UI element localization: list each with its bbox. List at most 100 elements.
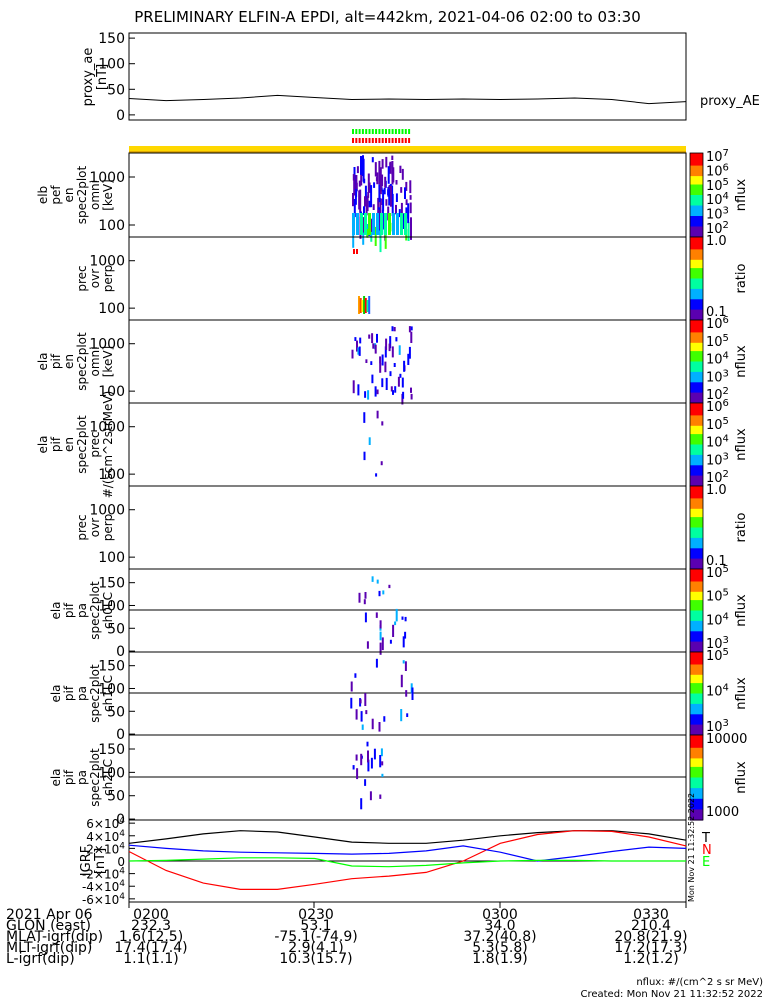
colorbar-tick-label: 103 (706, 451, 729, 468)
y-tick-label: 100 (98, 467, 125, 483)
y-tick-label: 50 (107, 789, 125, 805)
y-axis-label: pa (75, 603, 89, 618)
ephemeris-row-label: GLON (east) (6, 918, 91, 934)
colorbar-cell (690, 807, 703, 810)
colorbar-cell (690, 743, 703, 747)
colorbar-cell (690, 253, 703, 257)
spectrogram-pixel (371, 576, 374, 582)
flag-green (361, 129, 364, 134)
spectrogram-pixel (361, 300, 364, 312)
colorbar-cell (690, 367, 703, 371)
colorbar-cell (690, 203, 703, 207)
spectrogram-pixel (377, 197, 380, 216)
spectrogram-pixel (374, 162, 377, 177)
spectrogram-pixel (379, 230, 382, 253)
y-tick-label: 50 (107, 621, 125, 637)
colorbar-cell (690, 421, 703, 425)
spectrogram-pixel (395, 337, 398, 342)
igrf-panel (128, 819, 687, 903)
colorbar-cell (690, 639, 703, 643)
spectrogram-pixel (356, 166, 359, 174)
spectrogram-pixel (395, 180, 398, 185)
colorbar-tick-label: 10000 (706, 732, 747, 747)
ephemeris-cell: 53.1 (300, 918, 332, 934)
colorbar-frame (689, 734, 704, 821)
colorbar-cell (690, 781, 703, 785)
y-tick-label: 100 (98, 57, 125, 73)
colorbar-cell (690, 679, 703, 682)
colorbar-cell (690, 537, 703, 541)
spectrogram-pixel (371, 374, 374, 384)
flag-red (381, 138, 384, 143)
colorbar-cell (690, 241, 703, 244)
spectrogram-pixel (370, 218, 373, 232)
colorbar-cell (690, 178, 703, 181)
flag-green (401, 129, 404, 134)
colorbar-cell (690, 351, 703, 354)
colorbar-tick-label: 106 (706, 398, 729, 415)
colorbar-cell (690, 438, 703, 441)
colorbar-cell (690, 773, 703, 776)
colorbar-cell (690, 728, 703, 732)
ephemeris-cell: 210.4 (630, 918, 672, 934)
spectrogram-pixel (353, 199, 356, 218)
colorbar-cell (690, 376, 703, 379)
spectrogram-pixel (401, 393, 404, 405)
colorbar-cell (690, 735, 703, 738)
spectrogram-pixel (381, 637, 384, 651)
spectrogram-pixel (398, 209, 401, 218)
flag-green (365, 129, 368, 134)
colorbar-cell (690, 577, 703, 580)
flag-green (408, 129, 411, 134)
colorbar-cell (690, 290, 703, 294)
spectrogram-pixel (352, 174, 355, 181)
spectrogram-pixel (410, 326, 413, 331)
colorbar-cell (690, 672, 703, 676)
y-axis-label: pif (62, 685, 76, 701)
spectrogram-pixel (405, 207, 408, 219)
colorbar-cell (690, 550, 703, 553)
colorbar-cell (690, 515, 703, 518)
colorbar-cell (690, 342, 703, 346)
colorbar-cell (690, 517, 703, 520)
colorbar-cell (690, 542, 703, 545)
spectrogram-pixel (379, 631, 382, 641)
colorbar-cell (690, 384, 703, 387)
y-axis-label: ela (49, 768, 63, 786)
spectrogram-pixel (391, 167, 394, 185)
colorbar-cell (690, 531, 703, 535)
colorbar-cell (690, 616, 703, 620)
colorbar-cell (690, 243, 703, 246)
spectrogram-pixel (369, 232, 372, 238)
colorbar-2 (689, 236, 704, 321)
spectrogram-pixel (353, 179, 356, 196)
colorbar-cell (690, 540, 703, 543)
colorbar-cell (690, 805, 703, 808)
colorbar-cell (690, 232, 703, 236)
y-axis-label: proxy_ae (81, 48, 96, 107)
colorbar-cell (690, 529, 703, 533)
spectrogram-pixel (363, 599, 366, 605)
colorbar-cell (690, 620, 703, 624)
y-axis-label: ch0LC (101, 592, 115, 629)
colorbar-cell (690, 340, 703, 344)
ephemeris-cell: -75.1(-74.9) (274, 929, 358, 945)
colorbar-cell (690, 317, 703, 321)
colorbar-tick-label: 104 (706, 611, 729, 628)
spectrogram-pixel (352, 380, 355, 394)
spectrogram-pixel (403, 360, 406, 372)
colorbar-cell (690, 297, 703, 300)
colorbar-cell (690, 276, 703, 280)
spectrogram-pixel (400, 213, 403, 235)
colorbar-cell (690, 174, 703, 177)
y-tick-label: -4×104 (82, 879, 125, 894)
flag-green (388, 129, 391, 134)
colorbar-cell (690, 349, 703, 352)
spectrogram-pixel (368, 213, 371, 235)
ephemeris-cell: 0200 (133, 907, 169, 923)
colorbar-cell (690, 448, 703, 452)
colorbar-cell (690, 309, 703, 313)
spectrogram-pixel (395, 608, 398, 622)
colorbar-cell (690, 239, 703, 242)
spectrogram-pixel (358, 296, 360, 314)
